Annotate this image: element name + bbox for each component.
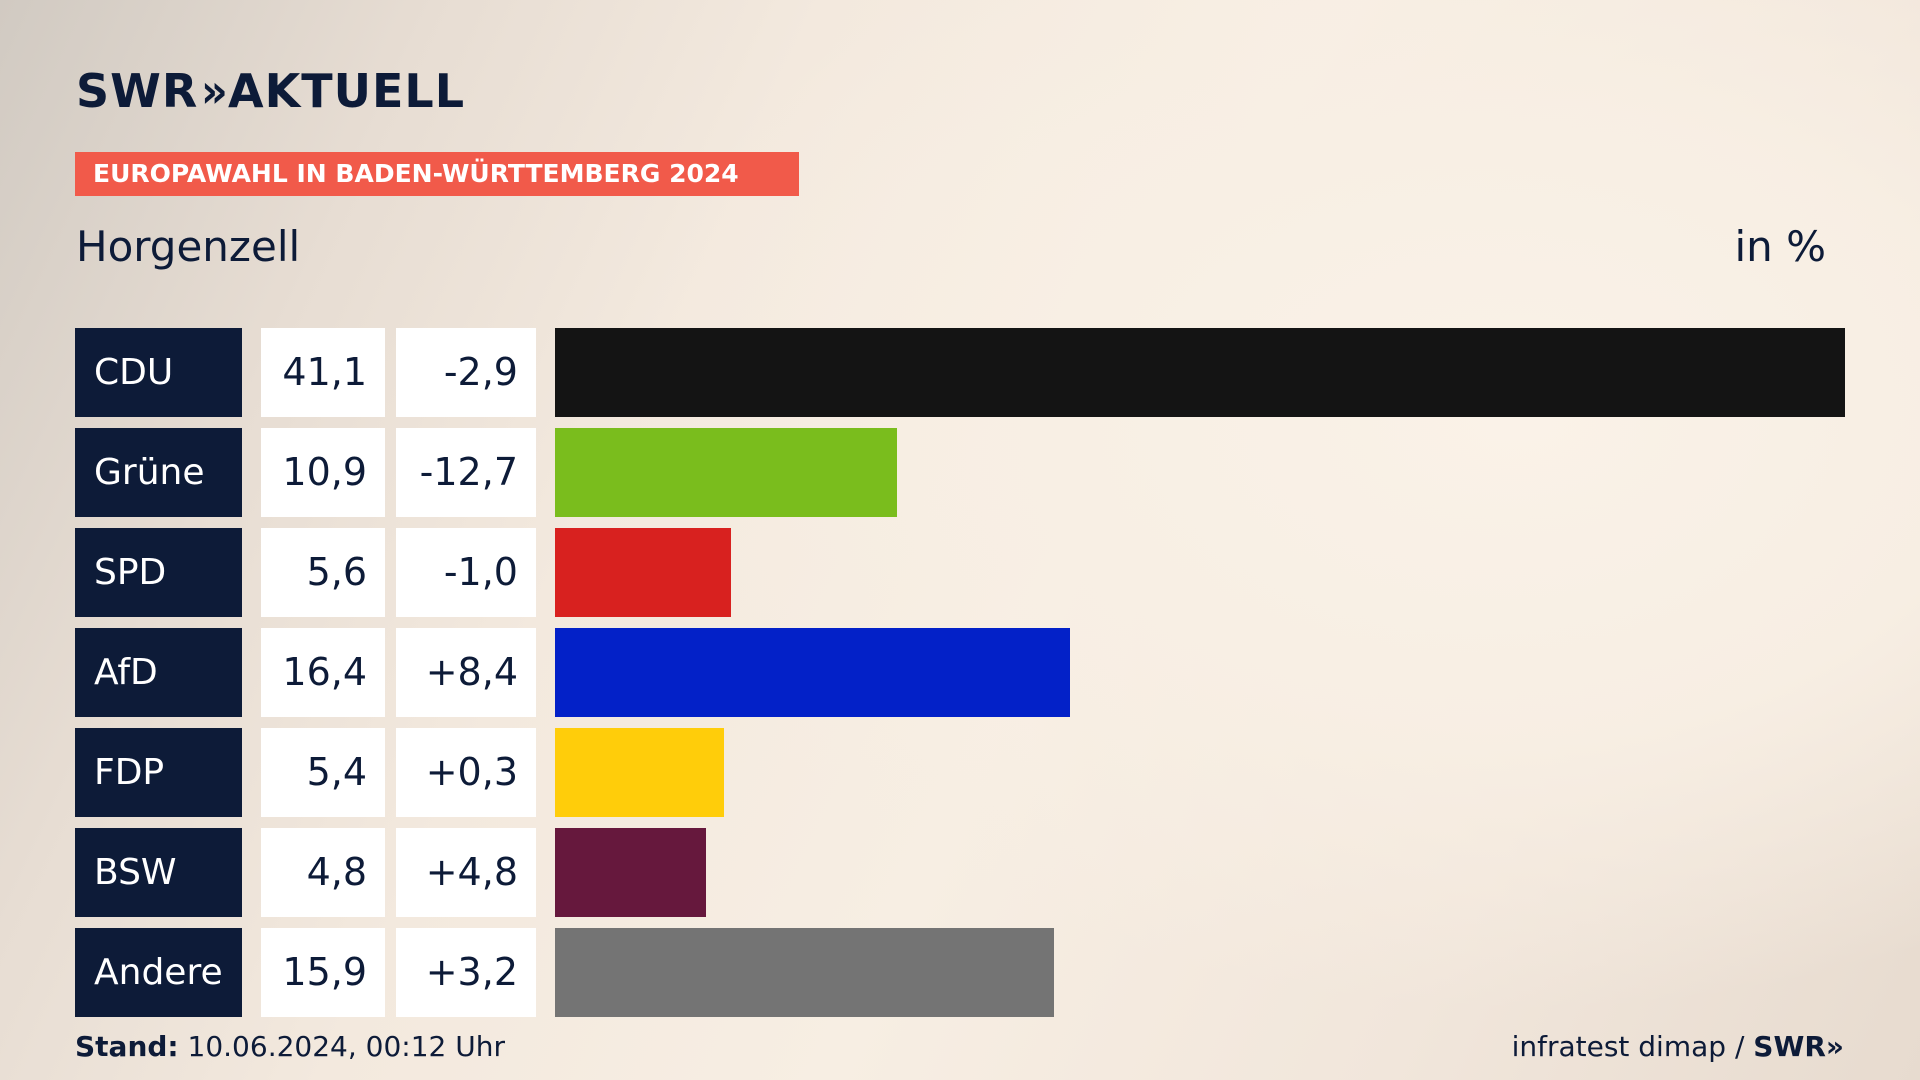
- party-label: Grüne: [75, 428, 242, 517]
- percent-value: 4,8: [261, 828, 385, 917]
- source-text: infratest dimap /: [1511, 1030, 1745, 1063]
- result-row: AfD 16,4 +8,4: [0, 628, 1920, 717]
- percent-value: 5,6: [261, 528, 385, 617]
- result-bar: [555, 728, 724, 817]
- result-bar: [555, 828, 706, 917]
- result-bar: [555, 628, 1070, 717]
- result-row: Grüne 10,9 -12,7: [0, 428, 1920, 517]
- party-label: FDP: [75, 728, 242, 817]
- percent-value: 5,4: [261, 728, 385, 817]
- result-row: BSW 4,8 +4,8: [0, 828, 1920, 917]
- party-label: SPD: [75, 528, 242, 617]
- party-label: AfD: [75, 628, 242, 717]
- result-row: SPD 5,6 -1,0: [0, 528, 1920, 617]
- stand-label: Stand:: [75, 1030, 179, 1063]
- result-bar: [555, 528, 731, 617]
- change-value: +0,3: [396, 728, 536, 817]
- percent-value: 16,4: [261, 628, 385, 717]
- stand-value: 10.06.2024, 00:12 Uhr: [187, 1030, 505, 1063]
- stand-footer: Stand: 10.06.2024, 00:12 Uhr: [75, 1030, 505, 1063]
- election-badge: EUROPAWAHL IN BADEN-WÜRTTEMBERG 2024: [75, 152, 799, 196]
- party-label: BSW: [75, 828, 242, 917]
- result-row: Andere 15,9 +3,2: [0, 928, 1920, 1017]
- change-value: -12,7: [396, 428, 536, 517]
- source-footer: infratest dimap / SWR»: [1512, 1030, 1844, 1063]
- result-bar: [555, 928, 1054, 1017]
- swr-small-logo: SWR»: [1753, 1030, 1844, 1063]
- party-label: Andere: [75, 928, 242, 1017]
- unit-label: in %: [1734, 222, 1826, 271]
- percent-value: 10,9: [261, 428, 385, 517]
- swr-aktuell-logo: SWR» AKTUELL: [76, 64, 465, 118]
- percent-value: 41,1: [261, 328, 385, 417]
- place-title: Horgenzell: [76, 222, 301, 271]
- percent-value: 15,9: [261, 928, 385, 1017]
- change-value: +3,2: [396, 928, 536, 1017]
- result-bar: [555, 428, 897, 517]
- change-value: -1,0: [396, 528, 536, 617]
- result-row: CDU 41,1 -2,9: [0, 328, 1920, 417]
- result-row: FDP 5,4 +0,3: [0, 728, 1920, 817]
- logo-aktuell-text: AKTUELL: [228, 64, 466, 118]
- change-value: +8,4: [396, 628, 536, 717]
- result-bar: [555, 328, 1845, 417]
- change-value: -2,9: [396, 328, 536, 417]
- party-label: CDU: [75, 328, 242, 417]
- logo-swr-text: SWR: [76, 64, 199, 118]
- change-value: +4,8: [396, 828, 536, 917]
